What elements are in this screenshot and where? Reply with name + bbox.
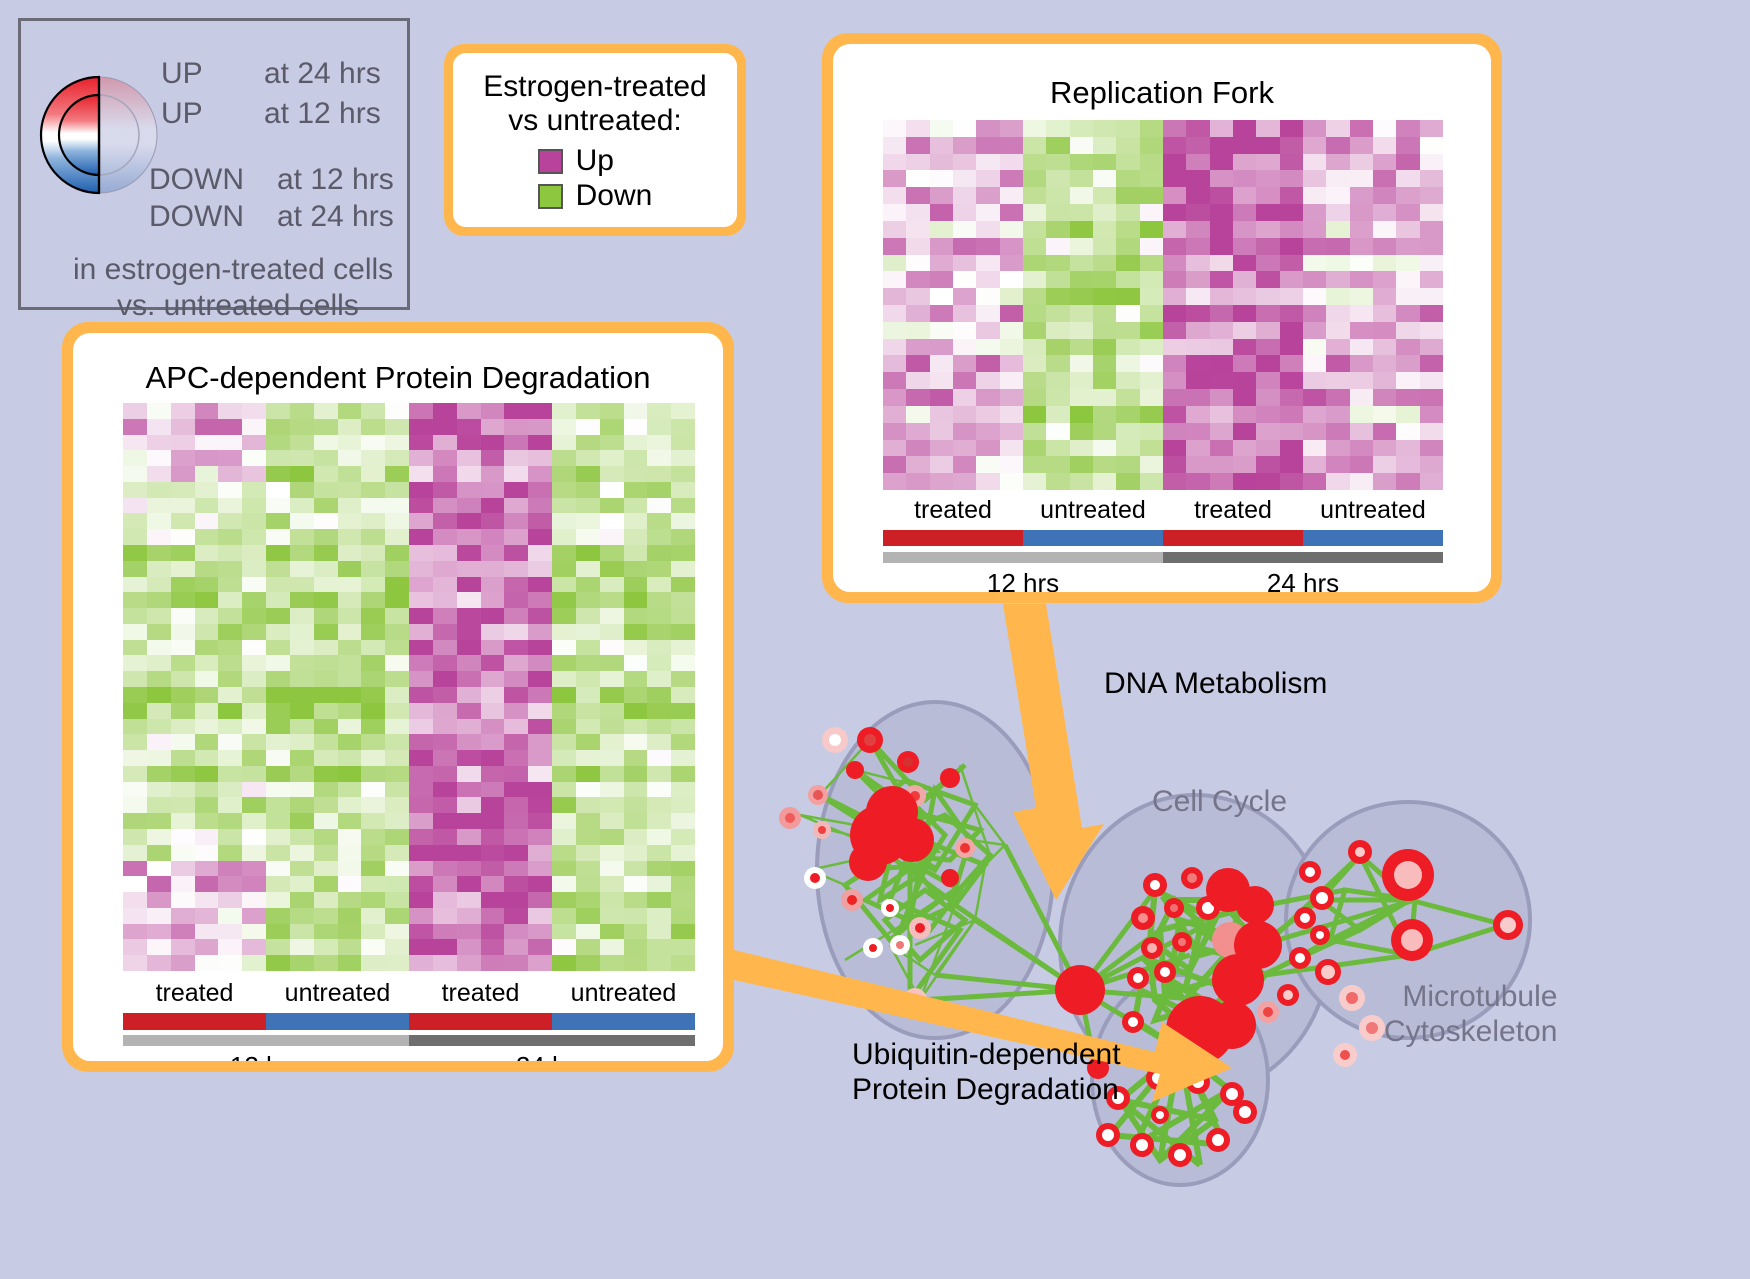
apc-time-bars xyxy=(123,1035,695,1046)
apc-bar-untreated-12 xyxy=(266,1013,409,1030)
legend-time-down-12: at 12 hrs xyxy=(277,163,394,196)
apc-timebar-24 xyxy=(409,1035,695,1046)
apc-group-labels: treated untreated treated untreated xyxy=(123,979,695,1008)
fork-treatment-bars xyxy=(883,530,1443,546)
fork-bar-treated-24 xyxy=(1163,530,1303,546)
fork-timebar-24 xyxy=(1163,552,1443,563)
fork-group-label-3: untreated xyxy=(1320,496,1426,524)
fork-bar-treated-12 xyxy=(883,530,1023,546)
apc-timebar-12 xyxy=(123,1035,409,1046)
up-label: Up xyxy=(575,144,614,178)
up-color-swatch xyxy=(537,148,563,174)
heatmap-replication-fork xyxy=(883,120,1443,490)
cluster-label-cell-cycle: Cell Cycle xyxy=(1152,785,1288,818)
apc-time-label-24: 24 hrs xyxy=(409,1051,695,1061)
fork-bar-untreated-12 xyxy=(1023,530,1163,546)
panel-title-replication-fork: Replication Fork xyxy=(1050,75,1274,110)
updown-title-line2: vs untreated: xyxy=(508,103,682,137)
legend-item-up: Up xyxy=(537,144,653,178)
apc-bar-treated-12 xyxy=(123,1013,266,1030)
fork-timebar-12 xyxy=(883,552,1163,563)
fork-group-label-0: treated xyxy=(914,496,992,524)
legend-time-up-12: at 12 hrs xyxy=(264,97,381,130)
heatmap-apc-degradation xyxy=(123,403,695,971)
fork-time-bars xyxy=(883,552,1443,563)
legend-state-up-24: UP xyxy=(161,57,203,90)
up-down-circle-icon xyxy=(39,75,158,195)
legend-time-down-24: at 24 hrs xyxy=(277,200,394,233)
legend-time-up-24: at 24 hrs xyxy=(264,57,381,90)
panel-replication-fork: Replication Fork treated untreated treat… xyxy=(822,33,1502,603)
fork-group-label-2: treated xyxy=(1194,496,1272,524)
apc-group-label-2: treated xyxy=(441,979,520,1007)
legend-footer-line2: vs. untreated cells xyxy=(117,289,359,322)
down-label: Down xyxy=(575,179,653,213)
fork-time-label-12: 12 hrs xyxy=(986,568,1060,592)
legend-item-down: Down xyxy=(537,179,653,213)
expression-circle-legend: UP at 24 hrs UP at 12 hrs DOWN at 12 hrs… xyxy=(18,18,410,322)
cluster-label-dna-metabolism: DNA Metabolism xyxy=(1104,667,1328,700)
down-color-swatch xyxy=(537,183,563,209)
panel-title-apc: APC-dependent Protein Degradation xyxy=(145,360,651,395)
fork-group-labels: treated untreated treated untreated xyxy=(883,496,1443,525)
up-down-color-legend: Estrogen-treated vs untreated: Up Down xyxy=(444,44,746,236)
apc-time-label-12: 12 hrs xyxy=(123,1051,409,1061)
fork-time-label-24: 24 hrs xyxy=(1266,568,1340,592)
legend-state-up-12: UP xyxy=(161,97,203,130)
cluster-label-ubiquitin: Ubiquitin-dependent Protein Degradation xyxy=(852,1038,1121,1106)
fork-bar-untreated-24 xyxy=(1303,530,1443,546)
apc-bar-treated-24 xyxy=(409,1013,552,1030)
hub-node xyxy=(1055,965,1105,1015)
legend-state-down-12: DOWN xyxy=(149,163,244,196)
fork-time-labels: 12 hrs 24 hrs xyxy=(883,568,1443,592)
apc-time-labels: 12 hrs 24 hrs xyxy=(123,1051,695,1061)
enrichment-network xyxy=(779,700,1532,1187)
apc-group-label-3: untreated xyxy=(570,979,677,1007)
updown-title-line1: Estrogen-treated xyxy=(483,69,707,103)
apc-group-label-1: untreated xyxy=(284,979,391,1007)
apc-treatment-bars xyxy=(123,1013,695,1030)
apc-group-label-0: treated xyxy=(155,979,234,1007)
legend-footer-line1: in estrogen-treated cells xyxy=(73,253,394,286)
legend-state-down-24: DOWN xyxy=(149,200,244,233)
fork-group-label-1: untreated xyxy=(1040,496,1146,524)
panel-apc-degradation: APC-dependent Protein Degradation treate… xyxy=(62,322,734,1072)
cluster-label-microtubule: Microtubule Cytoskeleton xyxy=(1384,980,1558,1048)
updown-legend-title: Estrogen-treated vs untreated: xyxy=(483,70,706,137)
apc-bar-untreated-24 xyxy=(552,1013,695,1030)
